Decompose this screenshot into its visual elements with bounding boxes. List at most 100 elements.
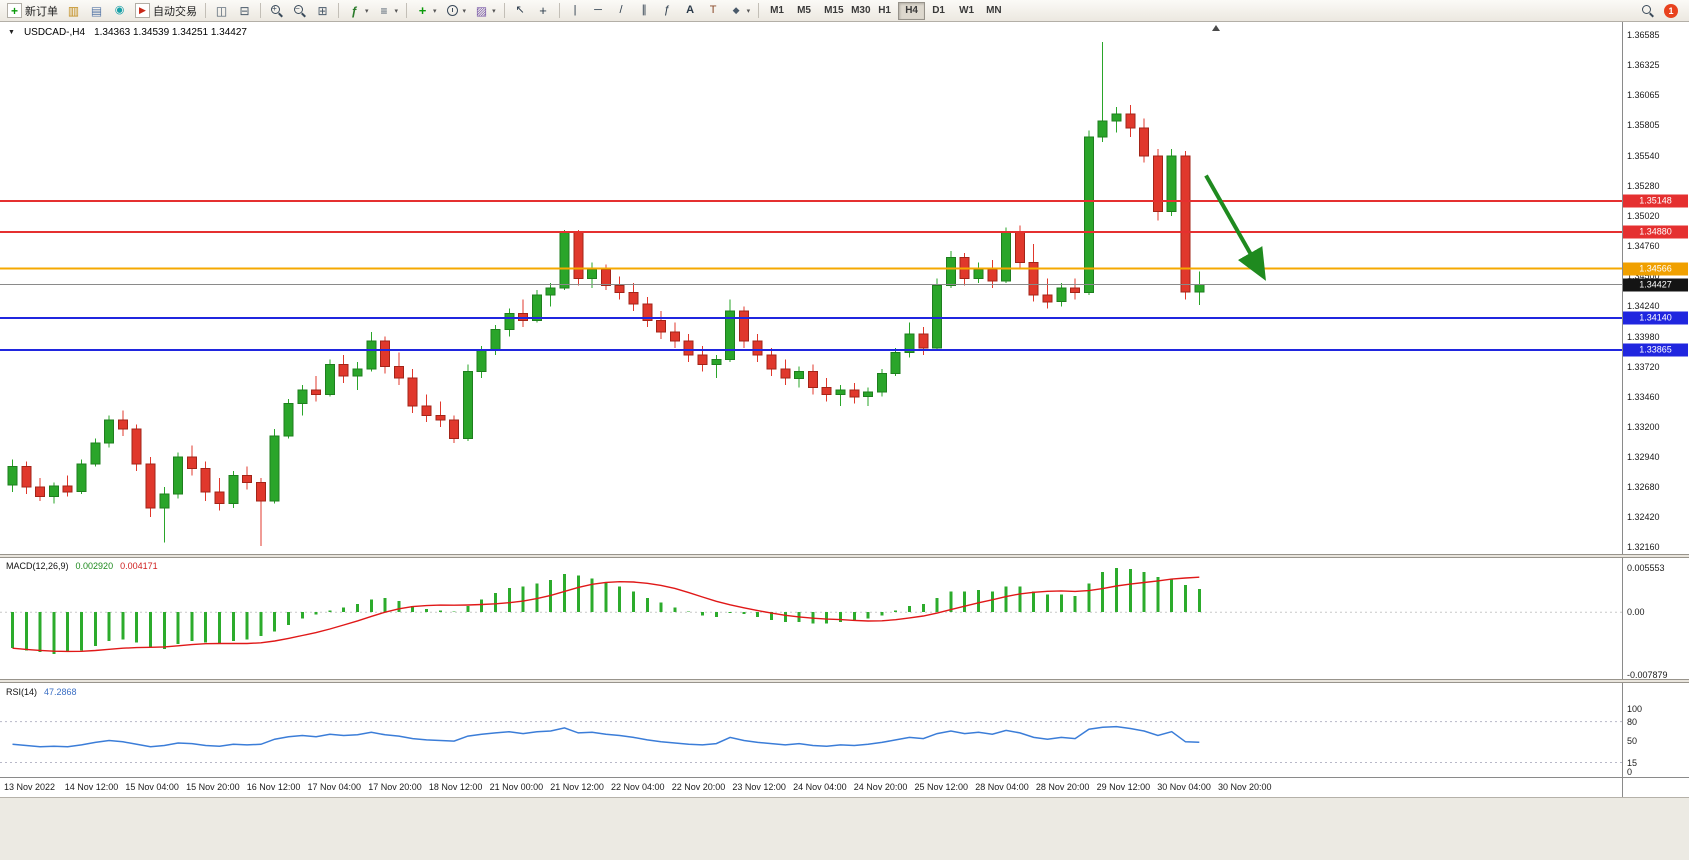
timeframe-d1-button[interactable]: D1	[925, 2, 952, 20]
horizontal-line-icon: ─	[594, 4, 602, 16]
charts-icon: ▥	[67, 3, 80, 18]
fibonacci-button[interactable]: ƒ	[656, 1, 679, 21]
time-label: 14 Nov 12:00	[64, 782, 119, 792]
trendline-button[interactable]: /	[610, 1, 633, 21]
indicators-button[interactable]: ƒ ▾	[343, 1, 373, 21]
rsi-scale-label: 50	[1627, 735, 1638, 746]
zoom-out-button[interactable]: −	[288, 1, 311, 21]
tile-windows-button[interactable]: ⊞	[311, 1, 334, 21]
chart-shift-marker[interactable]	[1212, 25, 1220, 31]
text-label-icon: T	[709, 4, 717, 16]
time-axis[interactable]: 13 Nov 2022 14 Nov 12:00 15 Nov 04:00 15 No…	[0, 777, 1622, 797]
price-tick-label: 1.35805	[1627, 120, 1660, 131]
time-label: 30 Nov 20:00	[1218, 782, 1272, 792]
new-chart-button[interactable]: + ▾	[411, 1, 441, 21]
fibonacci-icon: ƒ	[664, 4, 671, 16]
toolbar-separator	[758, 3, 760, 18]
tile-horizontal-button[interactable]: ◫	[210, 1, 233, 21]
price-tick-label: 1.35020	[1627, 211, 1660, 221]
search-icon	[1640, 3, 1655, 18]
new-chart-icon: +	[418, 3, 427, 18]
price-tick-label: 1.36585	[1627, 29, 1660, 40]
time-label: 13 Nov 2022	[4, 782, 56, 792]
timeframe-m30-button[interactable]: M30	[844, 2, 871, 20]
panel-splitter-rsi[interactable]	[0, 679, 1689, 683]
price-tick-label: 1.36325	[1627, 59, 1660, 70]
panel-splitter-macd[interactable]	[0, 554, 1689, 558]
crosshair-button[interactable]: +	[532, 1, 555, 21]
symbol-timeframe: USDCAD-,H4	[23, 27, 86, 38]
time-label: 15 Nov 04:00	[125, 782, 179, 792]
charts-button[interactable]: ▥	[62, 1, 85, 21]
profiles-icon: ▤	[90, 3, 103, 18]
rsi-label: RSI(14) 47.2868	[6, 687, 77, 697]
time-label: 17 Nov 20:00	[368, 782, 422, 792]
market-watch-button[interactable]: ◉	[108, 1, 131, 21]
macd-scale-label: -0.007879	[1627, 670, 1668, 681]
macd-signal-value: 0.004171	[120, 561, 158, 571]
main-toolbar: + 新订单 ▥ ▤ ◉ ▶ 自动交易 ◫ ⊟ + − ⊞ ƒ ▾ ≡ ▾ + ▾ ▾ ▨ ▾ ↖ + | ─ / ∥ ƒ A T ◆ ▾ M1…	[0, 0, 1689, 22]
timeframe-h4-button[interactable]: H4	[898, 1, 926, 20]
new-order-button[interactable]: + 新订单	[3, 1, 62, 21]
vertical-line-button[interactable]: |	[564, 1, 587, 21]
equidistant-channel-icon: ∥	[641, 4, 647, 16]
toolbar-separator	[338, 3, 339, 18]
timeframe-m15-button[interactable]: M15	[817, 2, 844, 20]
chart-canvas[interactable]	[0, 0, 1622, 797]
price-tick-label: 1.33200	[1627, 421, 1660, 432]
dropdown-caret-icon: ▾	[365, 7, 369, 15]
cursor-button[interactable]: ↖	[509, 1, 532, 21]
window-bottom-area	[0, 797, 1689, 860]
timeframe-mn-button[interactable]: MN	[979, 2, 1006, 20]
tile-vertical-button[interactable]: ⊟	[233, 1, 256, 21]
new-order-label: 新订单	[25, 5, 58, 18]
periods-icon	[445, 3, 460, 18]
axis-corner	[1622, 777, 1689, 797]
autotrading-button[interactable]: ▶ 自动交易	[131, 1, 201, 21]
text-button[interactable]: A	[679, 1, 702, 21]
time-label: 18 Nov 12:00	[428, 782, 483, 792]
arrows-button[interactable]: ◆ ▾	[725, 1, 755, 21]
tile-windows-icon: ⊞	[317, 3, 328, 18]
templates-icon: ▨	[475, 3, 488, 18]
timeframe-m1-button[interactable]: M1	[763, 2, 790, 20]
price-tick-label: 1.34500	[1627, 271, 1660, 282]
macd-scale-label: 0.005553	[1627, 562, 1665, 573]
level-price-badge: 1.33865	[1623, 343, 1688, 357]
toolbar-separator	[503, 3, 505, 18]
timeframe-h1-button[interactable]: H1	[871, 2, 898, 20]
profiles-button[interactable]: ▤	[85, 1, 108, 21]
trendline-icon: /	[619, 4, 623, 16]
timeframe-toolbar: M1 M5 M15 M30 H1 H4 D1 W1 MN	[763, 0, 1006, 21]
crosshair-icon: +	[539, 3, 547, 18]
macd-layer	[0, 568, 1622, 654]
zoom-in-button[interactable]: +	[265, 1, 288, 21]
price-tick-label: 1.35540	[1627, 150, 1660, 161]
objects-list-button[interactable]: ≡ ▾	[373, 1, 403, 21]
levels-layer[interactable]	[0, 200, 1622, 351]
time-label: 22 Nov 20:00	[671, 782, 726, 792]
timeframe-m5-button[interactable]: M5	[790, 2, 817, 20]
time-label: 24 Nov 04:00	[793, 782, 847, 792]
zoom-in-icon: +	[269, 3, 284, 18]
timeframe-w1-button[interactable]: W1	[952, 2, 979, 20]
periods-button[interactable]: ▾	[441, 1, 471, 21]
equidistant-channel-button[interactable]: ∥	[633, 1, 656, 21]
templates-button[interactable]: ▨ ▾	[470, 1, 500, 21]
level-price-badge: 1.34566	[1623, 262, 1688, 276]
chart-title: ▼ USDCAD-,H4 1.34363 1.34539 1.34251 1.3…	[8, 27, 247, 38]
cursor-icon: ↖	[515, 4, 525, 16]
macd-main-value: 0.002920	[75, 561, 114, 571]
rsi-line	[12, 725, 1200, 748]
rsi-scale-label: 80	[1627, 716, 1638, 727]
rsi-scale-label: 0	[1627, 767, 1633, 777]
price-axis[interactable]: 1.36585 1.36325 1.36065 1.35805 1.35540 1.352…	[1622, 22, 1689, 797]
search-button[interactable]	[1636, 1, 1659, 21]
trend-arrow-annotation[interactable]	[1204, 174, 1266, 281]
time-label: 28 Nov 20:00	[1035, 782, 1090, 792]
notification-badge[interactable]: 1	[1664, 3, 1678, 18]
chart-menu-icon[interactable]: ▼	[8, 29, 15, 36]
text-label-button[interactable]: T	[702, 1, 725, 21]
level-price-badge: 1.34140	[1623, 311, 1688, 325]
horizontal-line-button[interactable]: ─	[587, 1, 610, 21]
